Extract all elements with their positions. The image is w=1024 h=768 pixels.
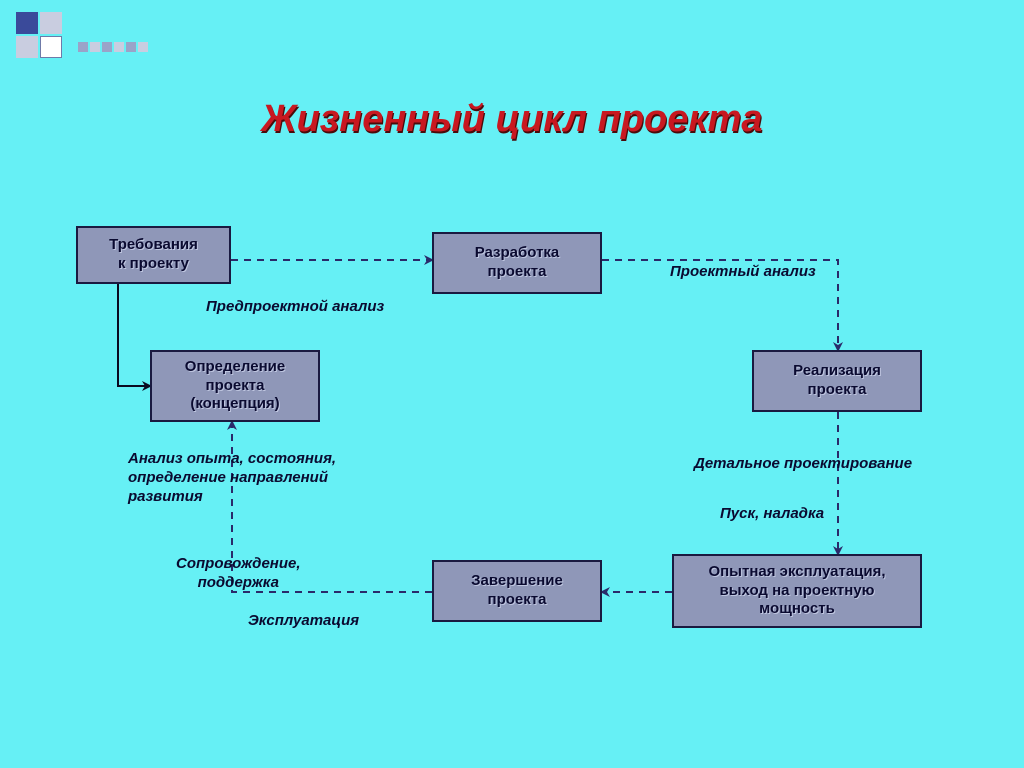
- decor-square: [16, 36, 38, 58]
- label-preproj: Предпроектной анализ: [206, 298, 384, 317]
- node-finish: Завершениепроекта: [432, 560, 602, 622]
- node-dev: Разработкапроекта: [432, 232, 602, 294]
- node-req: Требованияк проекту: [76, 226, 231, 284]
- node-def: Определениепроекта(концепция): [150, 350, 320, 422]
- decor-square: [114, 42, 124, 52]
- decor-square: [126, 42, 136, 52]
- label-analysis: Анализ опыта, состояния,определение напр…: [128, 450, 336, 506]
- decor-square: [138, 42, 148, 52]
- label-projan: Проектный анализ: [670, 263, 816, 282]
- decor-square: [78, 42, 88, 52]
- decor-square: [102, 42, 112, 52]
- slide-decoration: [0, 0, 1024, 60]
- node-pilot: Опытная эксплуатация,выход на проектнуюм…: [672, 554, 922, 628]
- decor-square: [40, 12, 62, 34]
- page-title: Жизненный цикл проекта: [0, 98, 1024, 141]
- decor-square: [90, 42, 100, 52]
- decor-square: [40, 36, 62, 58]
- node-impl: Реализацияпроекта: [752, 350, 922, 412]
- label-support: Сопровождение,поддержка: [176, 555, 301, 593]
- decor-square: [16, 12, 38, 34]
- label-expl: Эксплуатация: [248, 612, 359, 631]
- label-detail: Детальное проектирование: [694, 455, 912, 474]
- label-pusk: Пуск, наладка: [720, 505, 824, 524]
